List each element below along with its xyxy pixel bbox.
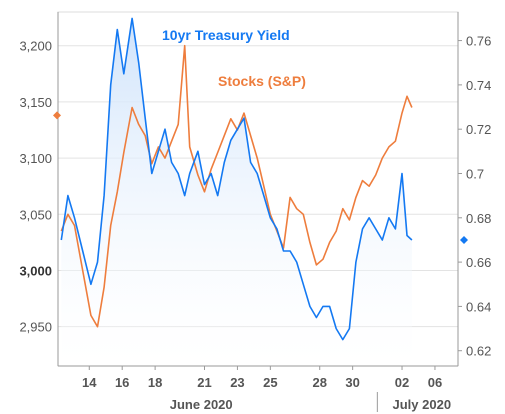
right-tick-label: 0.72 — [466, 122, 491, 137]
month-label: July 2020 — [393, 397, 452, 412]
month-label: June 2020 — [170, 397, 233, 412]
right-tick-label: 0.7 — [466, 166, 484, 181]
yield-line — [60, 17, 413, 341]
last-value-markers — [53, 111, 468, 244]
left-axis-ticks: 2,950 3,000 3,050 3,100 3,150 3,200 — [19, 39, 52, 335]
yield-area-fill — [61, 18, 412, 367]
right-tick-label: 0.66 — [466, 255, 491, 270]
right-tick-label: 0.64 — [466, 299, 491, 314]
x-tick-label: 21 — [197, 375, 211, 390]
x-tick-label: 16 — [115, 375, 129, 390]
x-tick-label: 14 — [82, 375, 97, 390]
left-tick-label: 3,150 — [19, 95, 52, 110]
left-tick-label: 3,050 — [19, 207, 52, 222]
legend-stocks-label: Stocks (S&P) — [218, 73, 306, 89]
x-tick-label: 23 — [230, 375, 244, 390]
right-tick-label: 0.68 — [466, 211, 491, 226]
right-tick-label: 0.74 — [466, 78, 491, 93]
right-axis-ticks: 0.62 0.64 0.66 0.68 0.7 0.72 0.74 0.76 — [458, 34, 491, 359]
stocks-last-value-marker — [53, 111, 61, 120]
yield-last-value-marker — [460, 235, 468, 244]
right-tick-label: 0.76 — [466, 34, 491, 49]
right-tick-label: 0.62 — [466, 344, 491, 359]
left-tick-label: 3,200 — [19, 39, 52, 54]
x-tick-label: 28 — [312, 375, 326, 390]
legend-yield-label: 10yr Treasury Yield — [162, 27, 290, 43]
x-axis-ticks: 14 16 18 21 23 25 28 30 02 06 — [58, 365, 458, 390]
x-tick-label: 02 — [395, 375, 409, 390]
month-labels: June 2020 July 2020 — [170, 392, 451, 412]
left-tick-label: 3,100 — [19, 151, 52, 166]
x-tick-label: 25 — [263, 375, 277, 390]
stocks-line — [60, 44, 413, 328]
x-tick-label: 06 — [428, 375, 442, 390]
x-tick-label: 18 — [148, 375, 162, 390]
left-tick-label: 3,000 — [19, 263, 52, 278]
left-tick-label: 2,950 — [19, 320, 52, 335]
x-tick-label: 30 — [345, 375, 359, 390]
